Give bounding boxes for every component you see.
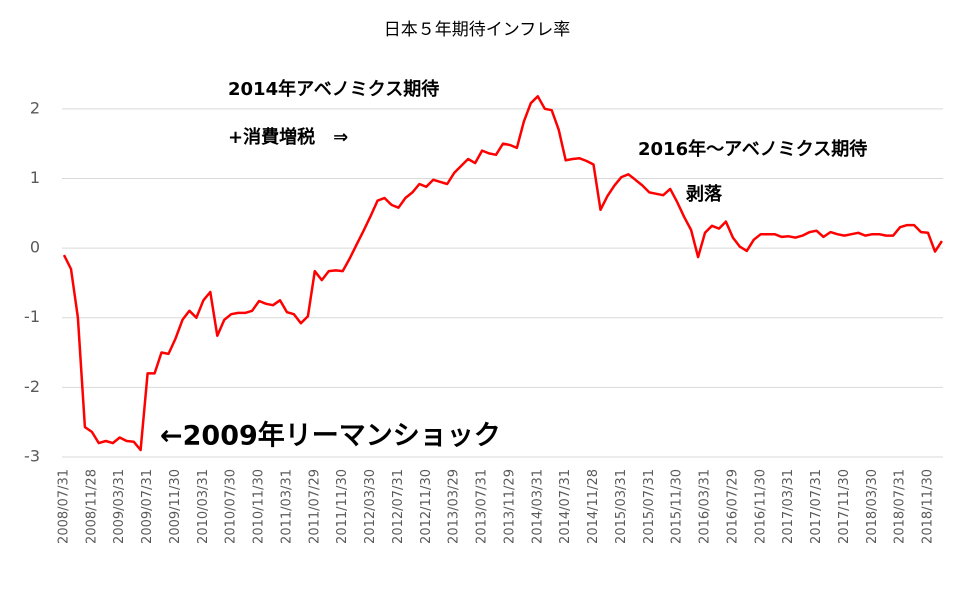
- chart-title: 日本５年期待インフレ率: [384, 20, 571, 40]
- annotation: +消費増税 ⇒: [228, 126, 348, 148]
- x-tick-label: 2009/11/30: [168, 469, 183, 544]
- y-tick-label: -1: [24, 307, 40, 326]
- x-tick-label: 2010/11/30: [252, 469, 267, 544]
- x-tick-label: 2015/07/31: [642, 469, 657, 544]
- x-tick-label: 2013/11/29: [502, 469, 517, 544]
- annotation: ←2009年リーマンショック: [160, 420, 501, 452]
- x-tick-label: 2014/07/31: [558, 469, 573, 544]
- x-tick-label: 2010/03/31: [196, 469, 211, 544]
- x-tick-label: 2016/11/30: [753, 469, 768, 544]
- x-tick-label: 2015/11/30: [670, 469, 685, 544]
- x-tick-label: 2013/03/29: [447, 469, 462, 544]
- x-tick-label: 2015/03/31: [614, 469, 629, 544]
- x-tick-label: 2012/03/30: [363, 469, 378, 544]
- x-tick-label: 2013/07/31: [475, 469, 490, 544]
- x-tick-label: 2014/11/28: [586, 469, 601, 544]
- x-tick-label: 2018/11/30: [921, 469, 936, 544]
- x-tick-label: 2017/03/31: [781, 469, 796, 544]
- x-tick-label: 2017/07/31: [809, 469, 824, 544]
- x-tick-label: 2008/11/28: [84, 469, 99, 544]
- annotation: 2014年アベノミクス期待: [228, 78, 439, 100]
- x-tick-label: 2009/07/31: [140, 469, 155, 544]
- x-tick-label: 2011/07/29: [307, 469, 322, 544]
- x-tick-label: 2011/03/31: [279, 469, 294, 544]
- y-tick-label: -2: [24, 377, 40, 396]
- x-tick-label: 2016/03/31: [698, 469, 713, 544]
- x-tick-label: 2018/03/30: [865, 469, 880, 544]
- x-tick-label: 2010/07/30: [224, 469, 239, 544]
- x-tick-label: 2012/11/30: [419, 469, 434, 544]
- x-tick-label: 2011/11/30: [335, 469, 350, 544]
- data-line: [62, 95, 943, 452]
- x-tick-label: 2008/07/31: [57, 469, 72, 544]
- annotation: 2016年～アベノミクス期待: [638, 138, 867, 160]
- x-tick-label: 2017/11/30: [837, 469, 852, 544]
- annotation: 剥落: [686, 184, 723, 205]
- x-tick-label: 2016/07/29: [725, 469, 740, 544]
- y-tick-label: 2: [30, 98, 40, 117]
- y-tick-label: -3: [24, 447, 40, 466]
- x-tick-label: 2009/03/31: [112, 469, 127, 544]
- x-tick-label: 2014/03/31: [530, 469, 545, 544]
- x-tick-label: 2012/07/31: [391, 469, 406, 544]
- y-tick-label: 0: [30, 238, 40, 257]
- x-tick-label: 2018/07/31: [893, 469, 908, 544]
- y-tick-label: 1: [30, 168, 40, 187]
